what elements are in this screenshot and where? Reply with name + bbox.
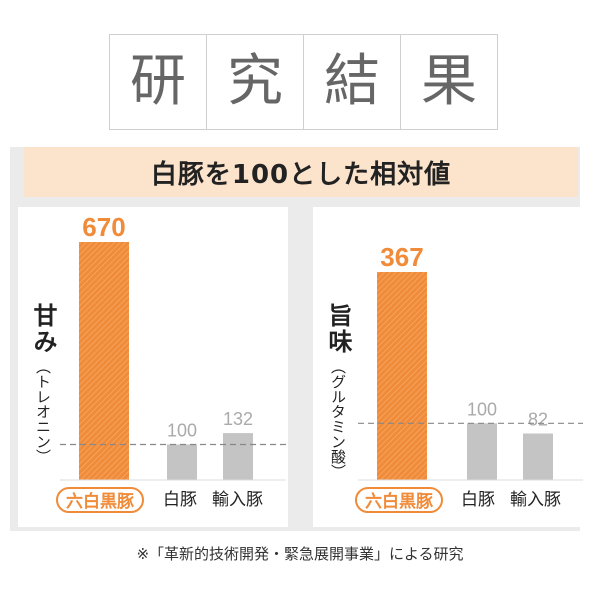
umami-value-label-1: 100	[467, 399, 497, 419]
sweetness-bar-0	[79, 242, 129, 480]
subtitle-banner: 白豚を100とした相対値	[24, 147, 578, 197]
umami-category-rokuhaku: 六白黒豚	[355, 487, 443, 513]
title-char-4: 果	[400, 35, 497, 129]
sweetness-category-white-pig: 白豚	[163, 490, 197, 510]
title-char-1: 研	[130, 49, 186, 114]
footnote: ※「革新的技術開発・緊急展開事業」による研究	[136, 545, 464, 563]
sweetness-subtitle: （トレオニン）	[34, 359, 52, 464]
sweetness-value-label-2: 132	[223, 409, 253, 429]
umami-label: 旨味 （グルタミン酸）	[321, 303, 356, 479]
sweetness-value-label-0: 670	[82, 212, 125, 242]
umami-bar-2	[523, 433, 553, 480]
sweetness-category-rokuhaku: 六白黒豚	[56, 487, 144, 513]
sweetness-title: 甘み	[29, 303, 57, 355]
umami-subtitle: （グルタミン酸）	[329, 359, 347, 479]
sweetness-bar-2	[223, 433, 253, 480]
umami-bar-1	[467, 423, 497, 480]
umami-value-label-2: 82	[528, 410, 548, 430]
sweetness-label: 甘み （トレオニン）	[26, 303, 61, 464]
sweetness-category-imported-pig: 輸入豚	[212, 490, 263, 510]
umami-value-label-0: 367	[380, 242, 423, 272]
sweetness-value-label-1: 100	[167, 420, 197, 440]
umami-category-white-pig: 白豚	[461, 490, 495, 510]
umami-category-imported-pig: 輸入豚	[510, 490, 561, 510]
title-char-2: 究	[206, 35, 303, 129]
title-char-3: 結	[303, 35, 400, 129]
umami-bar-0	[377, 272, 427, 480]
umami-title: 旨味	[324, 303, 352, 355]
title-box: 研 究 結 果	[109, 34, 498, 130]
sweetness-bar-1	[167, 444, 197, 480]
